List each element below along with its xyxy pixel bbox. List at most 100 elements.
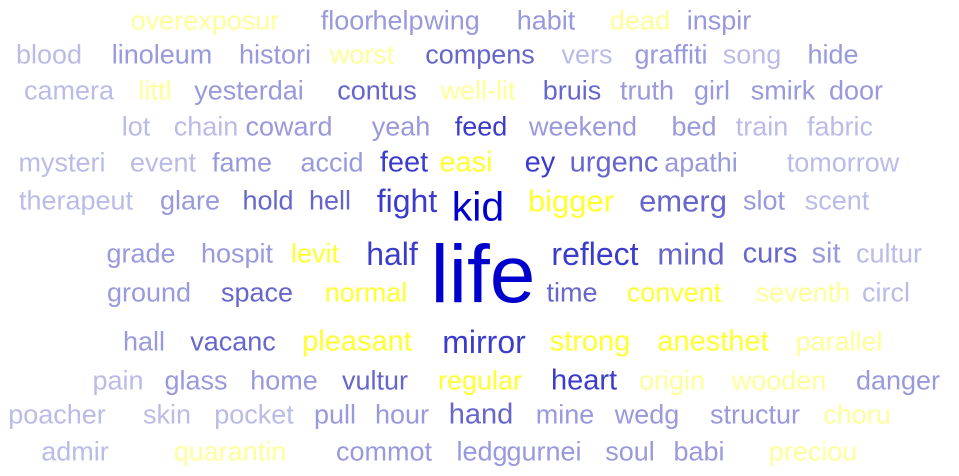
- word-mine: mine: [535, 399, 595, 430]
- word-anesthet: anesthet: [657, 325, 769, 358]
- word-feet: feet: [379, 146, 429, 179]
- word-hold: hold: [242, 185, 294, 216]
- word-fame: fame: [211, 147, 273, 178]
- word-seventh: seventh: [755, 277, 851, 308]
- word-mirror: mirror: [442, 324, 526, 360]
- word-tomorrow: tomorrow: [786, 147, 900, 178]
- word-hide: hide: [807, 39, 859, 70]
- word-apathi: apathi: [664, 147, 738, 178]
- word-overexposur: overexposur: [130, 5, 280, 36]
- word-structur: structur: [709, 399, 801, 430]
- word-yeah: yeah: [371, 111, 431, 142]
- word-skin: skin: [142, 399, 192, 430]
- word-ey: ey: [524, 146, 556, 179]
- word-mysteri: mysteri: [18, 147, 106, 178]
- word-cultur: cultur: [855, 238, 923, 269]
- word-quarantin: quarantin: [173, 436, 287, 467]
- word-babi: babi: [673, 436, 725, 467]
- word-girl: girl: [693, 75, 731, 106]
- word-accid: accid: [300, 147, 364, 178]
- word-gurnei: gurnei: [506, 436, 582, 467]
- word-glare: glare: [159, 185, 221, 216]
- word-home: home: [250, 365, 318, 396]
- word-wedg: wedg: [614, 399, 680, 430]
- word-ground: ground: [106, 277, 192, 308]
- word-vultur: vultur: [341, 365, 409, 396]
- word-contus: contus: [337, 75, 417, 106]
- word-origin: origin: [638, 365, 706, 396]
- word-hall: hall: [122, 326, 166, 357]
- word-door: door: [828, 75, 884, 106]
- word-inspir: inspir: [686, 5, 752, 36]
- word-compens: compens: [425, 39, 535, 70]
- word-space: space: [220, 277, 294, 308]
- word-pocket: pocket: [214, 399, 294, 430]
- word-pain: pain: [92, 365, 144, 396]
- word-circl: circl: [862, 277, 910, 308]
- word-parallel: parallel: [795, 326, 883, 357]
- word-habit: habit: [516, 5, 576, 36]
- word-mind: mind: [657, 236, 725, 272]
- word-camera: camera: [23, 75, 115, 106]
- word-commot: commot: [335, 436, 433, 467]
- word-dead: dead: [609, 5, 671, 36]
- word-grade: grade: [106, 238, 176, 269]
- word-urgenc: urgenc: [569, 146, 659, 179]
- word-preciou: preciou: [768, 436, 858, 467]
- word-emerg: emerg: [639, 183, 727, 219]
- word-wooden: wooden: [731, 365, 827, 396]
- word-yesterdai: yesterdai: [194, 75, 304, 106]
- word-linoleum: linoleum: [111, 39, 213, 70]
- word-help: help: [372, 5, 424, 36]
- word-well-lit: well-lit: [440, 75, 516, 106]
- word-hand: hand: [448, 398, 514, 431]
- word-pull: pull: [313, 399, 357, 430]
- word-levit: levit: [290, 238, 340, 269]
- word-bruis: bruis: [542, 75, 602, 106]
- word-blood: blood: [15, 39, 83, 70]
- word-wing: wing: [424, 5, 480, 36]
- word-glass: glass: [164, 365, 228, 396]
- word-hospit: hospit: [200, 238, 274, 269]
- word-convent: convent: [626, 277, 722, 308]
- word-fight: fight: [376, 183, 438, 219]
- word-therapeut: therapeut: [18, 185, 134, 216]
- word-floor: floor: [320, 5, 374, 36]
- word-normal: normal: [324, 277, 408, 308]
- word-truth: truth: [619, 75, 675, 106]
- word-coward: coward: [245, 111, 333, 142]
- word-slot: slot: [742, 185, 786, 216]
- word-strong: strong: [549, 325, 631, 358]
- word-smirk: smirk: [750, 75, 816, 106]
- word-easi: easi: [439, 146, 493, 179]
- word-vers: vers: [561, 39, 613, 70]
- word-train: train: [735, 111, 789, 142]
- word-pleasant: pleasant: [302, 325, 412, 358]
- word-histori: histori: [238, 39, 312, 70]
- word-graffiti: graffiti: [634, 39, 708, 70]
- word-song: song: [722, 39, 782, 70]
- word-heart: heart: [550, 364, 618, 397]
- word-littl: littl: [138, 75, 172, 106]
- word-kid: kid: [451, 183, 505, 230]
- word-bigger: bigger: [527, 183, 615, 219]
- word-regular: regular: [437, 365, 523, 396]
- word-bed: bed: [671, 111, 717, 142]
- word-reflect: reflect: [551, 236, 639, 272]
- word-vacanc: vacanc: [190, 326, 276, 357]
- word-time: time: [546, 277, 598, 308]
- word-half: half: [366, 236, 418, 272]
- word-life: life: [430, 229, 536, 320]
- word-sit: sit: [811, 237, 841, 270]
- word-scent: scent: [804, 185, 870, 216]
- word-soul: soul: [605, 436, 655, 467]
- word-poacher: poacher: [8, 399, 106, 430]
- word-chain: chain: [173, 111, 239, 142]
- word-hour: hour: [374, 399, 430, 430]
- word-admir: admir: [41, 436, 109, 467]
- word-choru: choru: [823, 399, 891, 430]
- word-ledg: ledg: [456, 436, 508, 467]
- word-worst: worst: [329, 39, 395, 70]
- word-weekend: weekend: [528, 111, 638, 142]
